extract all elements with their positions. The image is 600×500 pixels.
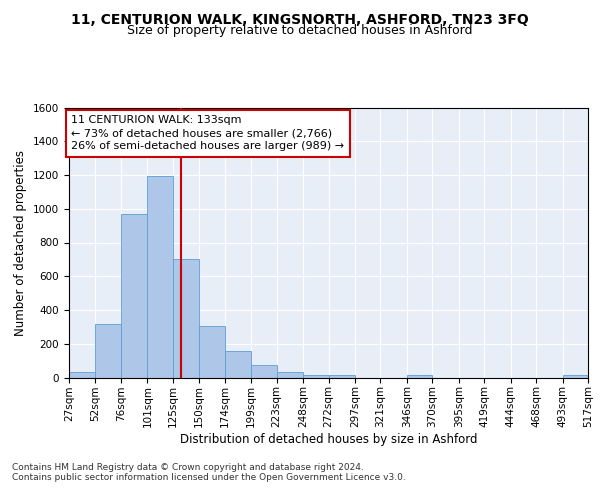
Bar <box>563 375 588 378</box>
Y-axis label: Number of detached properties: Number of detached properties <box>14 150 28 336</box>
Bar <box>407 375 432 378</box>
Bar <box>121 214 148 378</box>
Text: 11, CENTURION WALK, KINGSNORTH, ASHFORD, TN23 3FQ: 11, CENTURION WALK, KINGSNORTH, ASHFORD,… <box>71 12 529 26</box>
X-axis label: Distribution of detached houses by size in Ashford: Distribution of detached houses by size … <box>180 433 477 446</box>
Bar <box>277 372 303 378</box>
Bar <box>173 260 199 378</box>
Bar <box>329 375 355 378</box>
Text: Contains HM Land Registry data © Crown copyright and database right 2024.
Contai: Contains HM Land Registry data © Crown c… <box>12 462 406 482</box>
Bar <box>224 352 251 378</box>
Text: 11 CENTURION WALK: 133sqm
← 73% of detached houses are smaller (2,766)
26% of se: 11 CENTURION WALK: 133sqm ← 73% of detac… <box>71 115 344 152</box>
Bar <box>148 176 173 378</box>
Bar <box>199 326 224 378</box>
Bar <box>95 324 121 378</box>
Text: Size of property relative to detached houses in Ashford: Size of property relative to detached ho… <box>127 24 473 37</box>
Bar <box>303 375 329 378</box>
Bar <box>69 372 95 378</box>
Bar <box>251 365 277 378</box>
